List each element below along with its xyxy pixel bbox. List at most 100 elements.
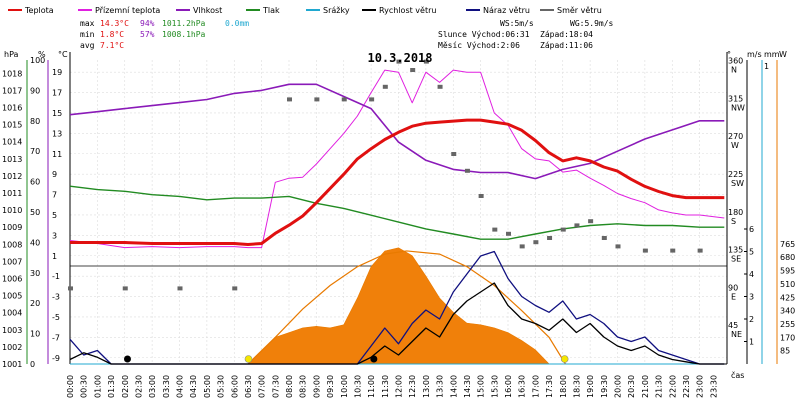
tick-label-temperature: 7 (52, 191, 57, 200)
tick-label-pressure: 1005 (2, 292, 22, 301)
tick-label-pressure: 1010 (2, 206, 22, 215)
stats-max-rain: 0.0mm (225, 19, 249, 28)
tick-label-wind: 2 (749, 315, 754, 324)
stats-max-label: max (80, 19, 95, 28)
axis-unit-hpa: hPa (4, 50, 19, 59)
tick-label-time: 11:00 (367, 375, 376, 398)
series-layer (68, 59, 725, 365)
wind-direction-mark (232, 286, 238, 291)
stats-max-hum: 94% (140, 19, 155, 28)
wind-direction-mark (122, 286, 128, 291)
tick-label-time: 21:00 (641, 375, 650, 398)
tick-label-direction: 270 (728, 132, 743, 141)
axis-unit-pct: % (38, 50, 46, 59)
moonset-text: Západ:11:06 (540, 41, 593, 50)
tick-label-time: 09:30 (326, 375, 335, 398)
tick-label-direction: 45 (728, 321, 738, 330)
tick-label-solar: 255 (780, 320, 795, 329)
tick-label-wind: 6 (749, 225, 754, 234)
chart-title: 10.3.2018 (367, 51, 432, 65)
tick-label-pressure: 1015 (2, 121, 22, 130)
wind-direction-mark (547, 236, 553, 240)
tick-label-humidity: 40 (30, 238, 40, 247)
stats-avg-temp: 7.1°C (100, 41, 124, 50)
tick-label-solar: 425 (780, 293, 795, 302)
tick-label-wind: 1 (749, 338, 754, 347)
tick-label-time: 00:00 (66, 375, 75, 398)
tick-label-time: 17:00 (531, 375, 540, 398)
tick-label-time: 20:30 (627, 375, 636, 398)
legend-label: Tlak (262, 6, 280, 15)
tick-label-time: 02:30 (134, 375, 143, 398)
tick-label-temperature: -3 (52, 293, 60, 302)
tick-label-pressure: 1008 (2, 240, 22, 249)
wind-direction-mark (642, 248, 648, 253)
tick-label-direction: 360 (728, 57, 743, 66)
solar-theoretical-line (247, 250, 566, 365)
legend-label: Vlhkost (193, 6, 222, 15)
moonrise-marker (123, 355, 131, 363)
tick-label-pressure: 1018 (2, 69, 22, 78)
legend-label: Srážky (323, 6, 350, 15)
tick-label-pressure: 1012 (2, 172, 22, 181)
tick-label-humidity: 10 (30, 330, 40, 339)
tick-label-pressure: 1001 (2, 360, 22, 369)
sunrise-marker (244, 355, 253, 363)
tick-label-temperature: 1 (52, 252, 57, 261)
tick-label-time: 15:30 (490, 375, 499, 398)
tick-label-direction: 315 (728, 94, 743, 103)
tick-label-compass: S (731, 217, 736, 226)
stats-max-press: 1011.2hPa (162, 19, 206, 28)
wind-direction-mark (533, 240, 539, 245)
tick-label-time: 12:00 (395, 375, 404, 398)
wind-direction-mark (492, 227, 498, 232)
tick-label-compass: NW (731, 103, 745, 112)
tick-label-time: 12:30 (408, 375, 417, 398)
wind-direction-mark (437, 84, 443, 89)
tick-label-time: 10:00 (340, 375, 349, 398)
ground-temperature-line (69, 69, 725, 249)
tick-label-direction: 135 (728, 246, 743, 255)
stats-min-label: min (80, 30, 95, 39)
tick-label-humidity: 60 (30, 178, 40, 187)
wind-direction-mark (506, 231, 511, 236)
tick-label-time: 04:00 (176, 375, 185, 398)
tick-label-temperature: -5 (52, 313, 60, 322)
legend: Teplota Přízemní teplota Vlhkost Tlak Srážky… (8, 6, 602, 15)
tick-label-time: 01:00 (93, 375, 102, 398)
wind-speed-line (69, 282, 725, 365)
tick-label-humidity: 50 (30, 208, 40, 217)
tick-label-temperature: 5 (52, 211, 57, 220)
tick-label-pressure: 1006 (2, 275, 22, 284)
tick-label-temperature: 9 (52, 170, 57, 179)
temperature-line (70, 118, 725, 246)
wind-gust-text: WG:5.9m/s (570, 19, 614, 28)
tick-label-time: 20:00 (614, 375, 623, 398)
tick-label-compass: W (731, 141, 739, 150)
wind-direction-mark (451, 152, 457, 156)
tick-label-time: 16:30 (518, 375, 527, 398)
wind-direction-mark (68, 286, 73, 291)
tick-label-pressure: 1002 (2, 343, 22, 352)
axis-unit-mm: mm (764, 50, 780, 59)
tick-label-temperature: -9 (52, 354, 60, 363)
tick-label-temperature: -1 (52, 272, 60, 281)
wind-direction-mark (697, 248, 703, 253)
tick-label-pressure: 1014 (2, 138, 22, 147)
tick-label-temperature: 13 (52, 129, 62, 138)
stats-avg-label: avg (80, 41, 95, 50)
axis-unit-degc: °C (58, 50, 68, 59)
tick-label-time: 18:30 (572, 375, 581, 398)
tick-label-time: 00:30 (80, 375, 89, 398)
wind-speed-text: WS:5m/s (500, 19, 534, 28)
tick-label-temperature: 17 (52, 89, 62, 98)
tick-label-compass: NE (731, 330, 742, 339)
tick-label-compass: SE (731, 255, 741, 264)
tick-label-time: 13:30 (436, 375, 445, 398)
legend-label: Rychlost větru (379, 6, 436, 15)
tick-label-time: 21:30 (655, 375, 664, 398)
wind-direction-mark (410, 68, 416, 72)
tick-label-time: 19:00 (586, 375, 595, 398)
tick-label-time: 23:00 (696, 375, 705, 398)
